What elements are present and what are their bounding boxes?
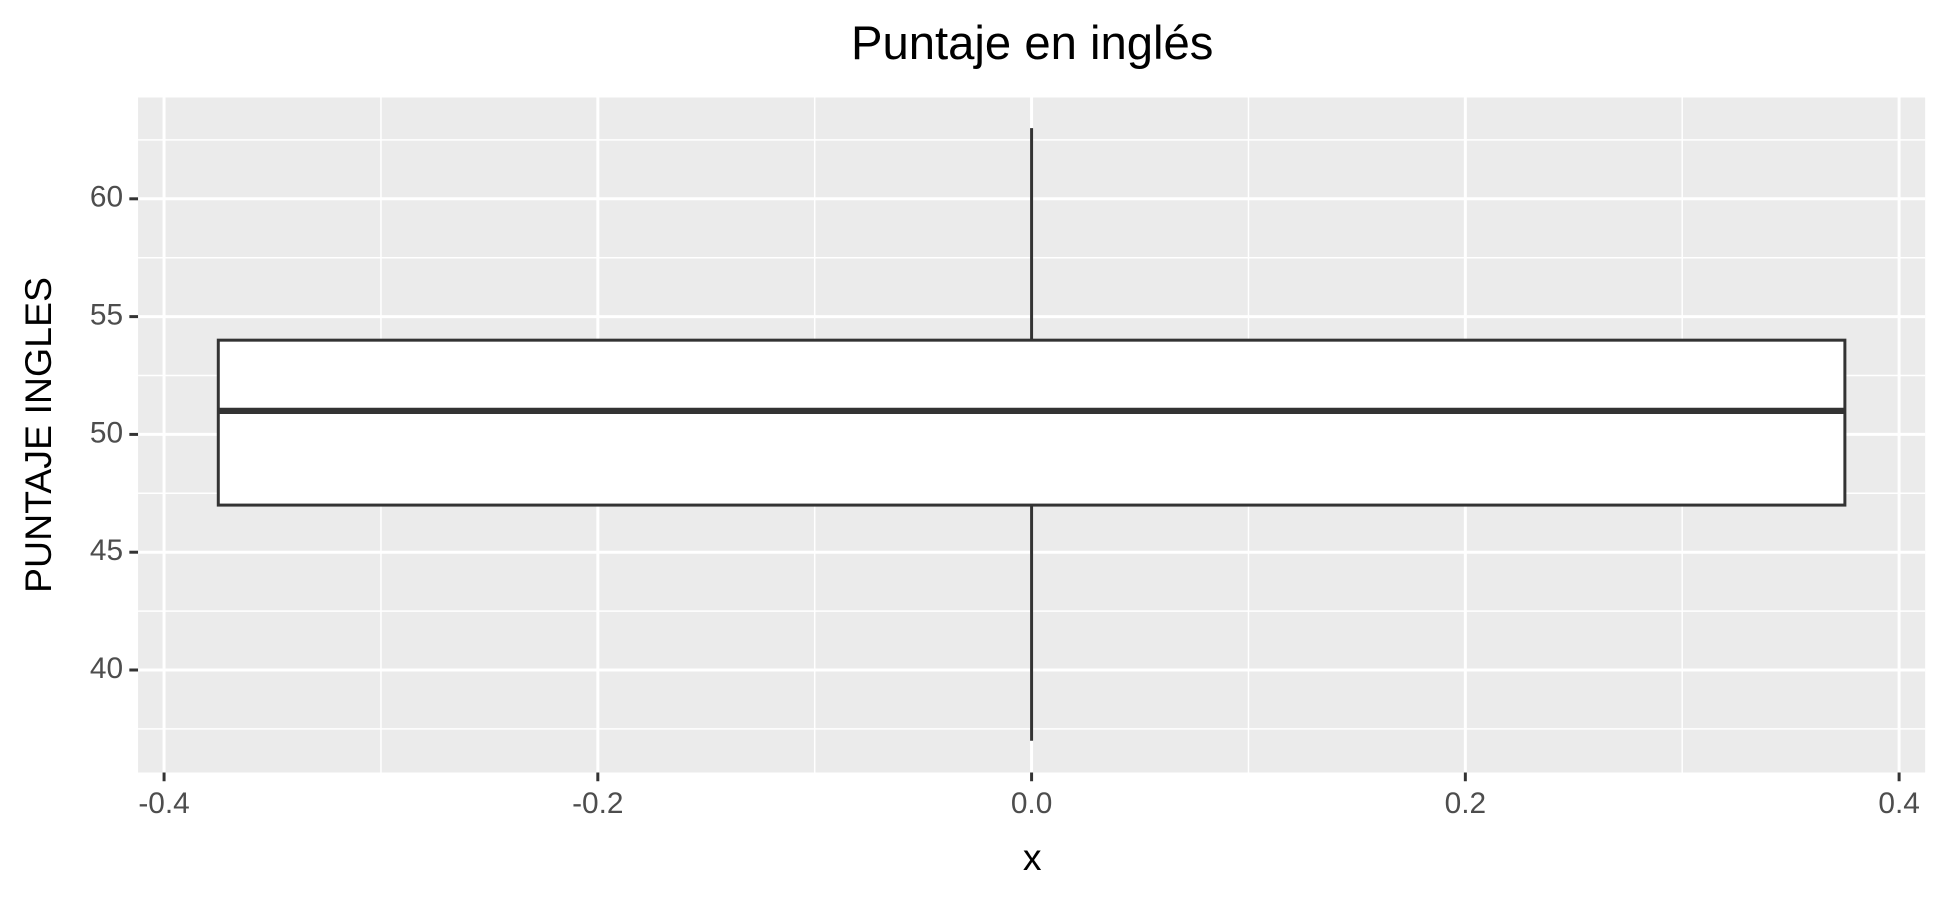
x-tick-label: -0.2 (572, 787, 623, 820)
box (216, 338, 1847, 507)
x-tick-label: 0.2 (1445, 787, 1486, 820)
x-tick-label: 0.0 (1011, 787, 1052, 820)
y-tick-label: 40 (90, 652, 123, 685)
y-tick-label: 45 (90, 534, 123, 567)
x-tick-label: 0.4 (1878, 787, 1919, 820)
y-axis-title: PUNTAJE INGLES (17, 277, 59, 593)
y-tick-label: 55 (90, 298, 123, 331)
y-tick-label: 50 (90, 416, 123, 449)
x-tick-label: -0.4 (138, 787, 189, 820)
y-tick-label: 60 (90, 181, 123, 214)
x-axis-title: x (1023, 836, 1042, 878)
chart-title: Puntaje en inglés (851, 17, 1213, 70)
